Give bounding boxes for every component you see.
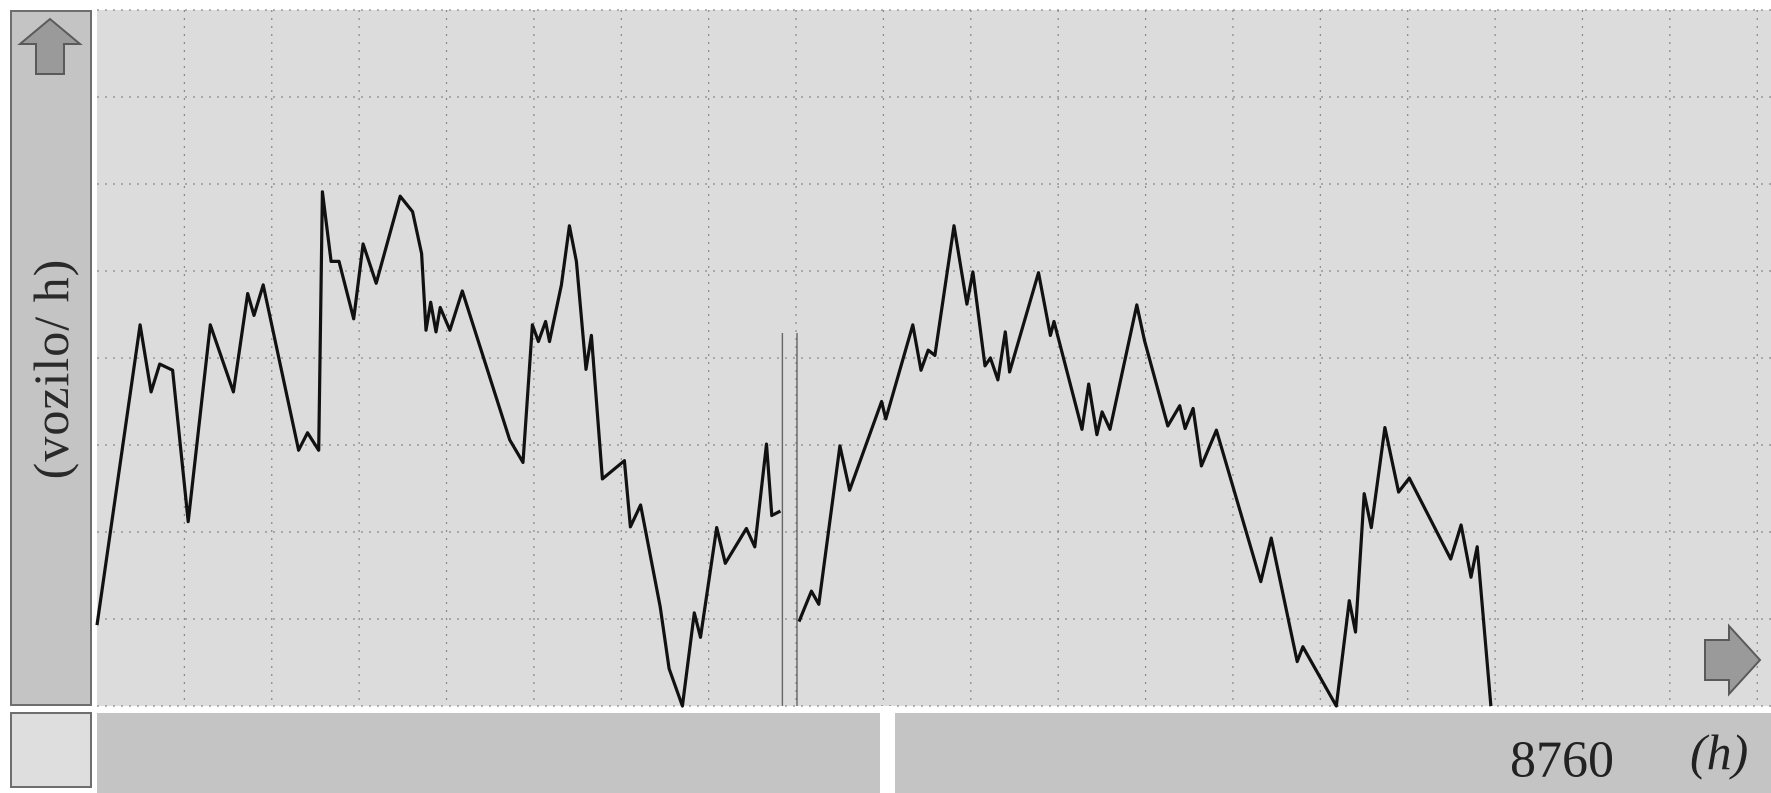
arrow-right-icon — [1704, 623, 1762, 697]
icon-layer — [17, 17, 1762, 697]
x-max-tick-label: 8760 — [1510, 731, 1614, 789]
x-axis-bar-right — [895, 713, 1771, 793]
series-line — [95, 190, 782, 708]
arrow-up-icon — [17, 17, 83, 75]
y-axis-panel — [10, 10, 92, 706]
x-axis-bar-left — [97, 713, 880, 793]
series-layer — [95, 190, 1493, 708]
marker-layer — [781, 333, 895, 793]
corner-box — [10, 712, 92, 788]
plot-area — [97, 10, 1771, 706]
scroll-thumb — [880, 706, 895, 793]
series-line — [797, 224, 1493, 708]
x-axis-label: (h) — [1690, 724, 1749, 780]
